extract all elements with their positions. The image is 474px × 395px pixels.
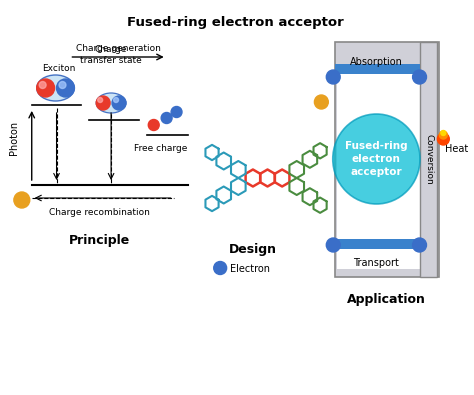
Circle shape	[112, 96, 126, 110]
Circle shape	[326, 70, 340, 84]
Text: Fused-ring electron acceptor: Fused-ring electron acceptor	[127, 15, 344, 28]
Text: Electron: Electron	[230, 264, 270, 274]
Ellipse shape	[333, 114, 420, 204]
Circle shape	[114, 98, 118, 102]
Text: Fused-ring
electron
acceptor: Fused-ring electron acceptor	[345, 141, 407, 177]
Text: Exciton: Exciton	[42, 64, 75, 73]
Circle shape	[326, 238, 340, 252]
Ellipse shape	[36, 75, 74, 101]
Text: Charge recombination: Charge recombination	[49, 207, 150, 216]
Circle shape	[439, 131, 447, 139]
Circle shape	[438, 133, 449, 145]
Circle shape	[148, 120, 159, 130]
Text: Design: Design	[229, 243, 277, 256]
Circle shape	[98, 98, 103, 102]
Circle shape	[412, 238, 427, 252]
FancyBboxPatch shape	[337, 69, 419, 269]
Text: Transport: Transport	[353, 258, 399, 268]
Circle shape	[59, 81, 66, 88]
FancyBboxPatch shape	[335, 64, 419, 74]
Circle shape	[56, 79, 74, 97]
Text: Photon: Photon	[9, 121, 19, 155]
Circle shape	[96, 96, 110, 110]
Text: Charge
transfer state: Charge transfer state	[80, 45, 142, 65]
Ellipse shape	[96, 93, 126, 113]
Text: Heat: Heat	[446, 144, 469, 154]
Circle shape	[441, 130, 446, 135]
Circle shape	[412, 70, 427, 84]
Text: Absorption: Absorption	[349, 57, 402, 67]
FancyBboxPatch shape	[335, 42, 439, 277]
Circle shape	[314, 95, 328, 109]
FancyBboxPatch shape	[335, 239, 419, 249]
Text: Application: Application	[347, 293, 426, 305]
Circle shape	[39, 81, 46, 88]
Text: Charge generation: Charge generation	[75, 43, 161, 53]
Text: Principle: Principle	[69, 233, 130, 246]
Circle shape	[36, 79, 55, 97]
Circle shape	[161, 113, 172, 124]
Text: Free charge: Free charge	[134, 143, 187, 152]
Circle shape	[171, 107, 182, 117]
Circle shape	[14, 192, 30, 208]
Circle shape	[214, 261, 227, 275]
FancyBboxPatch shape	[419, 42, 438, 277]
Text: Conversion: Conversion	[425, 134, 434, 184]
